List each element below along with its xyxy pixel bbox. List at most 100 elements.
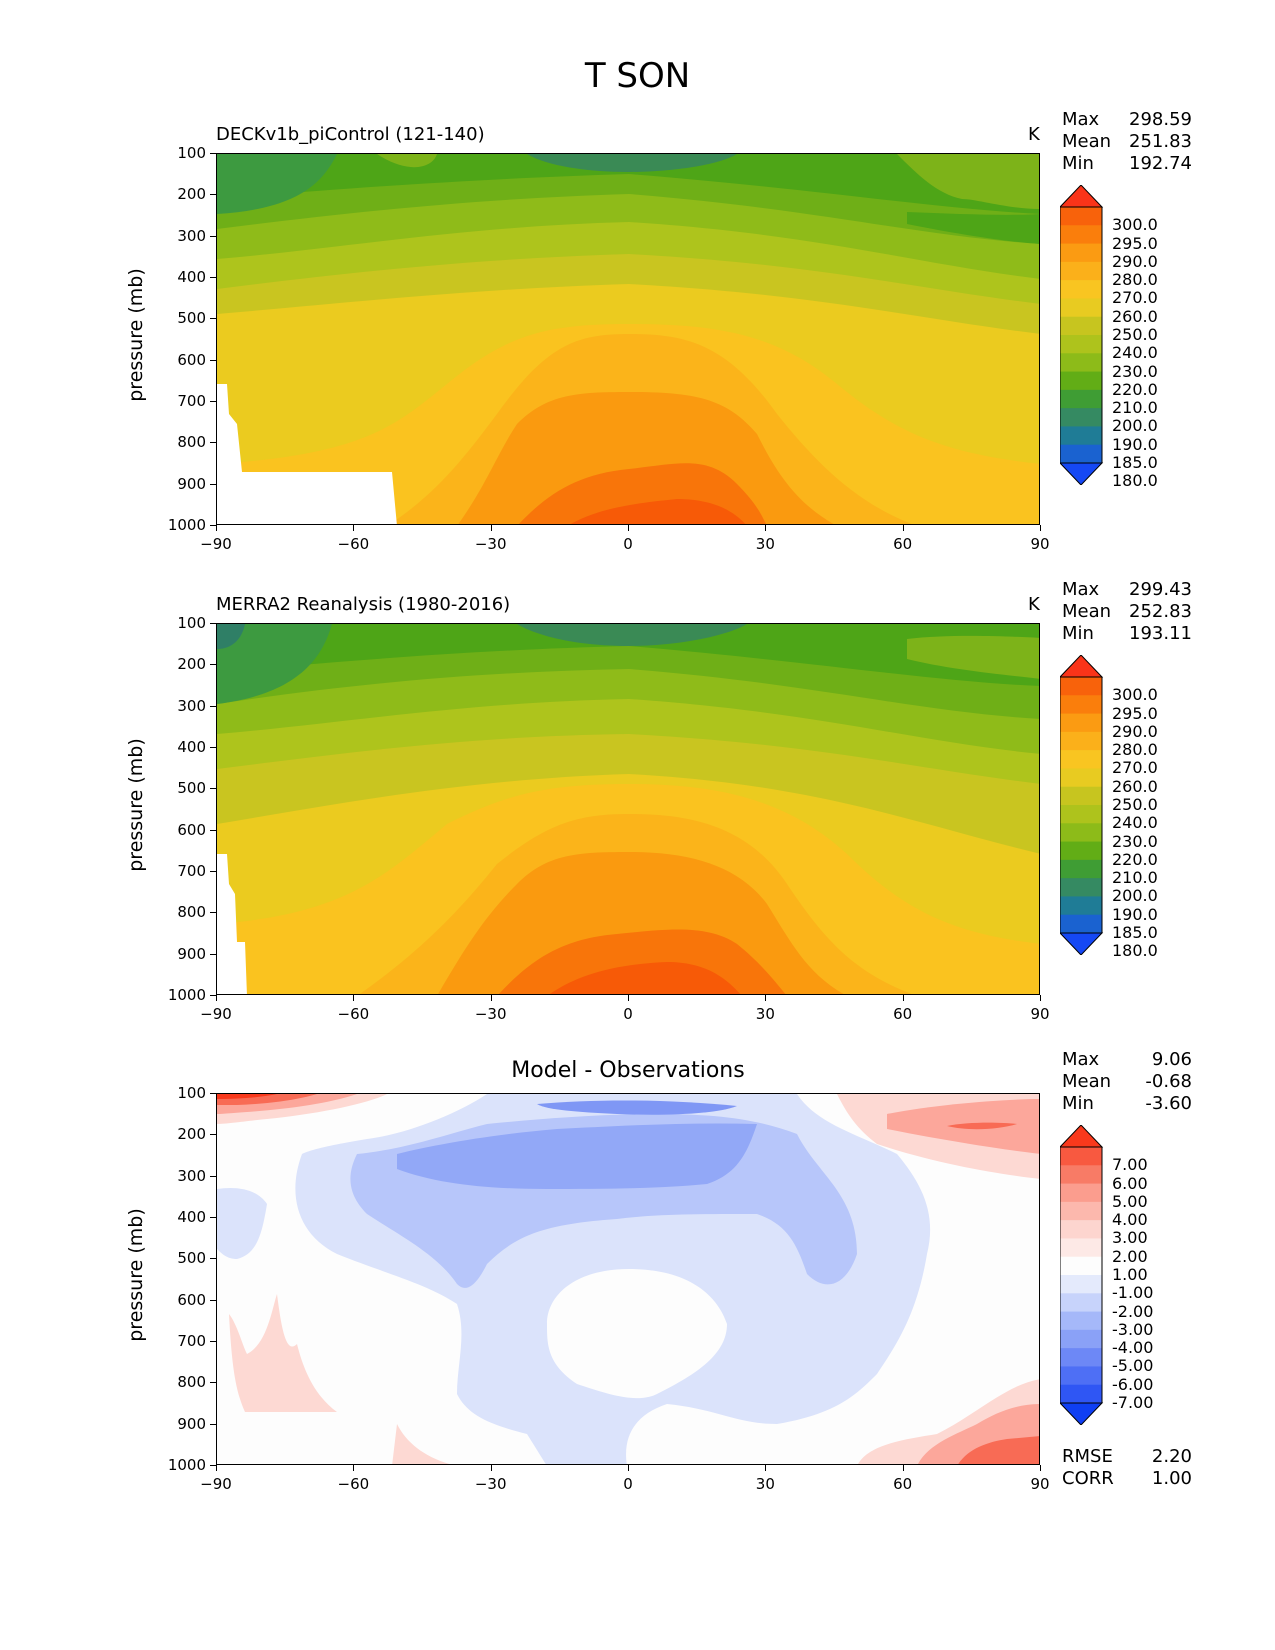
colorbar-label: 7.00 (1112, 1155, 1148, 1175)
stat-label: Max (1062, 109, 1100, 130)
stat-value: 252.83 (1129, 601, 1192, 622)
x-tick-mark (216, 995, 217, 1001)
colorbar-swatch (1060, 713, 1102, 733)
stat-min: Min -3.60 (1062, 1093, 1192, 1115)
colorbar-extend-bottom (1060, 462, 1104, 485)
x-tick-mark (1040, 995, 1041, 1001)
colorbar-extend-top (1060, 1125, 1104, 1148)
stat-label: Max (1062, 1049, 1100, 1070)
stat-label: Min (1062, 1093, 1094, 1114)
colorbar-label: -6.00 (1112, 1374, 1154, 1394)
y-tick-label: 800 (177, 903, 206, 922)
colorbar-swatch (1060, 695, 1102, 715)
stat-label: Min (1062, 623, 1094, 644)
x-tick-label: −90 (200, 535, 232, 553)
colorbar-label: 270.0 (1112, 758, 1158, 778)
colorbar-label: 240.0 (1112, 813, 1158, 833)
y-tick-label: 300 (177, 1166, 206, 1185)
colorbar-swatch (1060, 823, 1102, 843)
x-tick-mark (902, 1465, 904, 1471)
y-tick-label: 500 (177, 779, 206, 798)
x-tick-mark (628, 525, 629, 531)
colorbar-swatch (1060, 1165, 1102, 1185)
colorbar-label: 290.0 (1112, 251, 1158, 271)
y-axis-label: pressure (mb) (125, 1208, 147, 1342)
y-tick-mark (210, 442, 216, 444)
colorbar-label: 260.0 (1112, 306, 1158, 326)
y-tick-label: 800 (177, 433, 206, 452)
units-label: K (1028, 594, 1040, 615)
y-tick-mark (210, 995, 216, 996)
y-tick-label: 200 (177, 655, 206, 674)
y-tick-label: 300 (177, 696, 206, 715)
y-tick-mark (210, 747, 216, 748)
colorbar-swatch (1060, 914, 1102, 934)
x-tick-mark (216, 1465, 217, 1471)
stats-block: Max 9.06 Mean -0.68 Min -3.60 (1062, 1049, 1192, 1115)
y-tick-label: 100 (177, 1084, 206, 1102)
y-tick-mark (210, 1175, 216, 1177)
x-tick-label: 0 (623, 1475, 633, 1493)
contour-plot (216, 153, 1040, 525)
stat-label: Mean (1062, 601, 1112, 622)
colorbar-swatch (1060, 1275, 1102, 1294)
colorbar-outline (1060, 1146, 1103, 1404)
colorbar-swatch (1060, 1384, 1102, 1404)
x-tick-label: −90 (200, 1475, 232, 1493)
x-tick-mark (902, 995, 904, 1001)
colorbar-swatch (1060, 750, 1102, 769)
colorbar-swatch (1060, 371, 1102, 391)
y-tick-mark (210, 235, 216, 237)
colorbar-label: -7.00 (1112, 1393, 1154, 1412)
colorbar-label: -4.00 (1112, 1338, 1154, 1358)
x-tick-mark (353, 1465, 355, 1471)
colorbar-svg (1060, 655, 1104, 955)
y-tick-mark (210, 912, 216, 914)
y-tick-label: 1000 (167, 986, 206, 1004)
y-tick-label: 100 (177, 144, 206, 162)
y-tick-mark (210, 871, 216, 872)
contour-svg (217, 624, 1039, 994)
colorbar-swatch (1060, 261, 1102, 281)
stat-label: Mean (1062, 1071, 1112, 1092)
colorbar-label: 200.0 (1112, 886, 1158, 906)
figure-title: T SON (584, 56, 691, 96)
colorbar-label: 295.0 (1112, 233, 1158, 253)
stat-label: CORR (1062, 1468, 1114, 1489)
y-tick-label: 400 (177, 268, 206, 286)
x-tick-label: 90 (1030, 1475, 1050, 1493)
colorbar-label: 5.00 (1112, 1191, 1148, 1211)
y-tick-label: 500 (177, 309, 206, 328)
stat-min: Min 192.74 (1062, 153, 1192, 175)
colorbar-label: 220.0 (1112, 379, 1158, 399)
y-tick-mark (210, 953, 216, 955)
y-tick-label: 1000 (167, 516, 206, 534)
colorbar-swatch (1060, 1293, 1102, 1313)
y-tick-mark (210, 1382, 216, 1384)
x-tick-label: 0 (623, 535, 633, 553)
x-tick-label: 90 (1030, 535, 1050, 553)
colorbar-label: 290.0 (1112, 721, 1158, 741)
stat-label: RMSE (1062, 1446, 1113, 1467)
y-tick-mark (210, 1134, 216, 1136)
colorbar-label: 180.0 (1112, 941, 1158, 961)
colorbar-label: -2.00 (1112, 1301, 1154, 1321)
colorbar-swatch (1060, 389, 1102, 409)
y-tick-mark (210, 153, 216, 154)
y-tick-mark (210, 483, 216, 485)
x-tick-mark (765, 1465, 767, 1471)
colorbar-swatch (1060, 768, 1102, 788)
stat-label: Min (1062, 153, 1094, 174)
stats-block: Max 299.43 Mean 252.83 Min 193.11 (1062, 579, 1192, 645)
x-tick-mark (765, 525, 767, 531)
y-tick-label: 400 (177, 738, 206, 756)
x-tick-mark (490, 525, 492, 531)
colorbar-swatch (1060, 841, 1102, 861)
x-tick-label: 60 (893, 1475, 913, 1493)
colorbar-swatch (1060, 243, 1102, 263)
x-tick-label: 60 (893, 535, 913, 553)
y-tick-mark (210, 194, 216, 196)
colorbar-swatch (1060, 786, 1102, 806)
colorbar-label: 3.00 (1112, 1228, 1148, 1248)
x-tick-label: −30 (474, 535, 507, 553)
